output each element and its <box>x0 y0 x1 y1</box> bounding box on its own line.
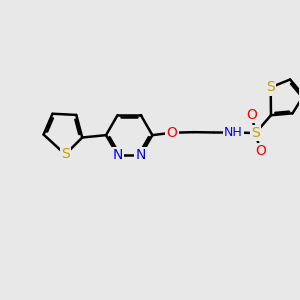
Text: O: O <box>246 108 257 122</box>
Text: S: S <box>61 148 70 161</box>
Text: N: N <box>136 148 146 162</box>
Text: S: S <box>251 126 260 140</box>
Text: S: S <box>266 80 275 94</box>
Text: O: O <box>166 126 177 140</box>
Text: N: N <box>112 148 123 162</box>
Text: NH: NH <box>224 126 243 139</box>
Text: O: O <box>255 145 266 158</box>
